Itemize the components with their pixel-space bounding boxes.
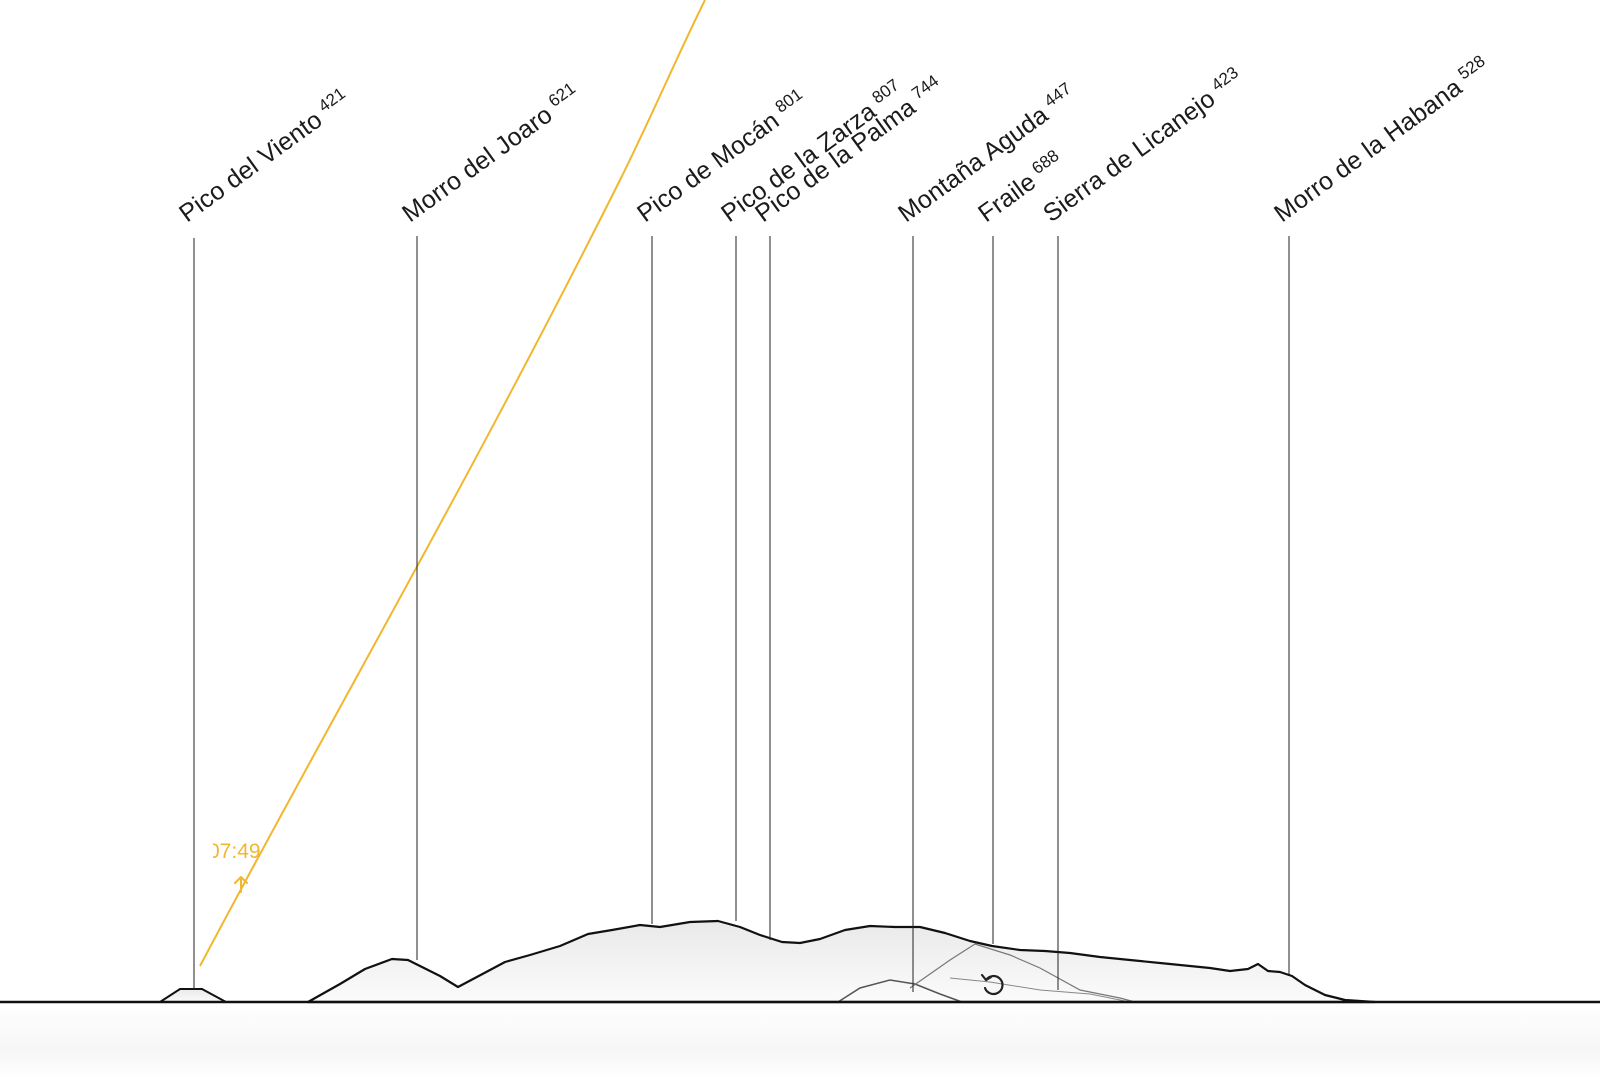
foreground-area <box>0 1004 1600 1080</box>
sunrise-arrow-icon <box>234 876 248 893</box>
terrain-silhouette <box>156 919 1377 1004</box>
sun-path-line <box>199 0 706 967</box>
peak-leader-lines <box>193 236 1290 992</box>
sunrise-time-text: 07:49 <box>213 840 261 863</box>
reset-rotate-icon[interactable] <box>977 968 1009 1000</box>
sunrise-time-label[interactable]: 07:49 <box>213 840 273 864</box>
